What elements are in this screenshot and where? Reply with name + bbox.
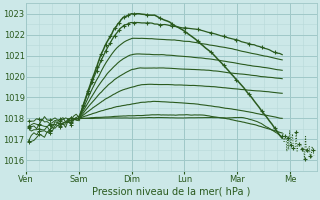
X-axis label: Pression niveau de la mer( hPa ): Pression niveau de la mer( hPa ) bbox=[92, 187, 251, 197]
